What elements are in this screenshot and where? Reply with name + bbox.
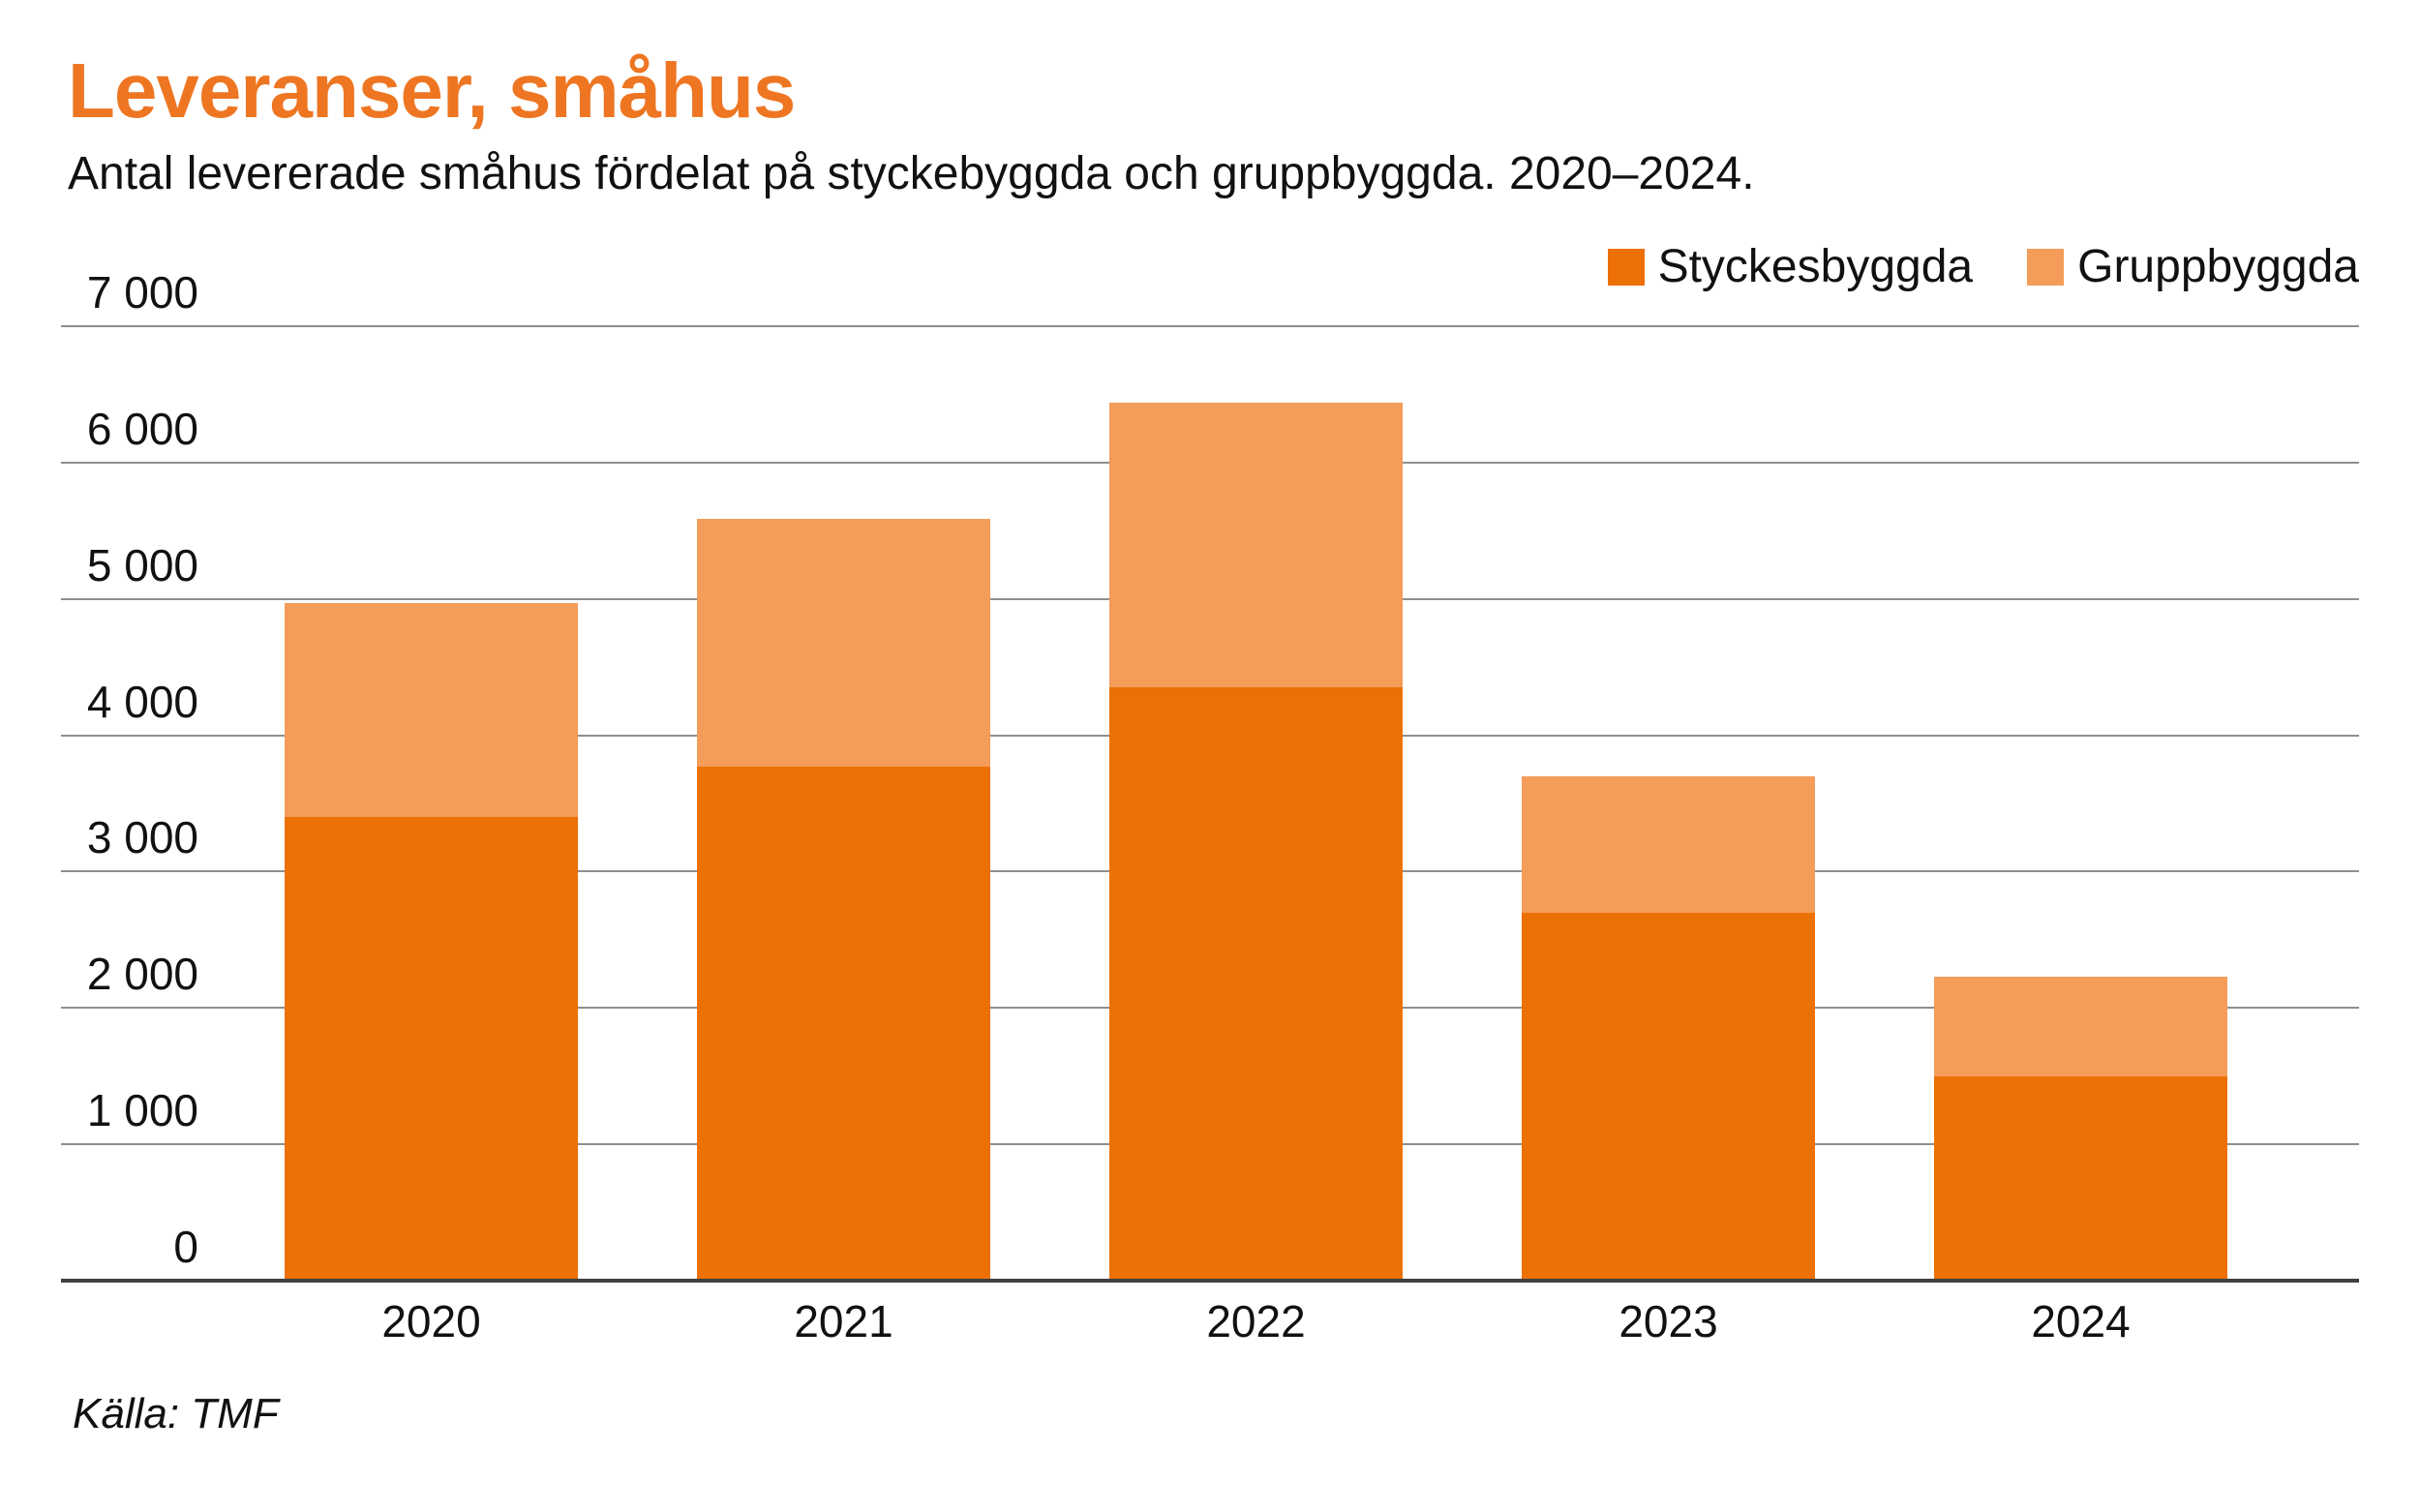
legend-label-gruppbyggda: Gruppbyggda bbox=[2077, 241, 2359, 292]
gridline bbox=[61, 325, 2359, 327]
legend-label-styckesbyggda: Styckesbyggda bbox=[1657, 241, 1974, 292]
y-tick-label: 0 bbox=[173, 1222, 198, 1272]
x-tick-label-2021: 2021 bbox=[794, 1296, 893, 1346]
plot-area bbox=[61, 325, 2359, 1283]
y-tick-label: 2 000 bbox=[86, 949, 198, 1000]
source-note: Källa: TMF bbox=[73, 1390, 279, 1437]
bar-2022-styckesbyggda bbox=[1109, 687, 1403, 1281]
y-tick-label: 7 000 bbox=[86, 267, 198, 318]
bar-2022-gruppbyggda bbox=[1109, 402, 1403, 688]
x-tick-label-2020: 2020 bbox=[381, 1296, 481, 1346]
bar-2024-gruppbyggda bbox=[1934, 976, 2227, 1076]
bar-2023-gruppbyggda bbox=[1522, 775, 1815, 913]
bar-2024-styckesbyggda bbox=[1934, 1075, 2227, 1281]
legend: Styckesbyggda Gruppbyggda bbox=[1607, 240, 2359, 293]
chart-subtitle: Antal levererade småhus fördelat på styc… bbox=[68, 148, 1755, 199]
legend-swatch-styckesbyggda bbox=[1607, 248, 1645, 286]
bar-2021-gruppbyggda bbox=[697, 518, 990, 767]
x-tick-label-2022: 2022 bbox=[1206, 1296, 1306, 1346]
bar-2023-styckesbyggda bbox=[1522, 912, 1815, 1281]
x-tick-label-2023: 2023 bbox=[1618, 1296, 1718, 1346]
legend-item-gruppbyggda: Gruppbyggda bbox=[2027, 240, 2359, 293]
legend-item-styckesbyggda: Styckesbyggda bbox=[1607, 240, 1974, 293]
y-tick-label: 5 000 bbox=[86, 539, 198, 590]
y-tick-label: 1 000 bbox=[86, 1085, 198, 1136]
bar-2020-styckesbyggda bbox=[285, 817, 578, 1281]
bar-2021-styckesbyggda bbox=[697, 766, 990, 1281]
y-tick-label: 4 000 bbox=[86, 676, 198, 727]
y-tick-label: 3 000 bbox=[86, 812, 198, 863]
bar-2020-gruppbyggda bbox=[285, 602, 578, 818]
chart-title: Leveranser, småhus bbox=[68, 47, 796, 134]
x-tick-label-2024: 2024 bbox=[2031, 1296, 2131, 1346]
legend-swatch-gruppbyggda bbox=[2027, 248, 2065, 286]
x-axis-line bbox=[61, 1279, 2359, 1283]
y-tick-label: 6 000 bbox=[86, 403, 198, 454]
